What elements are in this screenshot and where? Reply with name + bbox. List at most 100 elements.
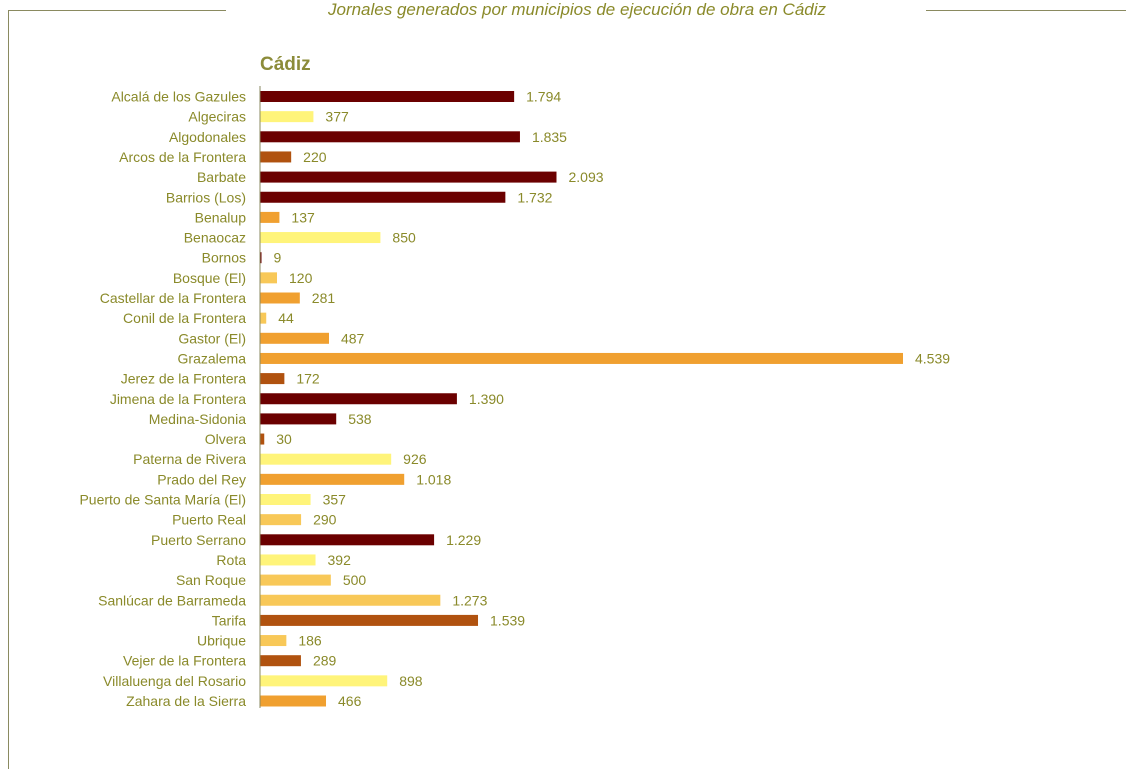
category-label: Tarifa: [212, 612, 246, 628]
category-label: Rota: [216, 552, 246, 568]
value-label: 120: [289, 270, 313, 286]
category-label: Benaocaz: [184, 230, 246, 246]
value-label: 4.539: [915, 350, 950, 366]
category-label: Prado del Rey: [157, 471, 246, 487]
category-label: Grazalema: [178, 350, 247, 366]
category-label: Olvera: [205, 431, 246, 447]
category-label: Algodonales: [169, 129, 246, 145]
bar: [260, 232, 381, 244]
value-label: 137: [291, 209, 315, 225]
bar: [260, 473, 405, 485]
value-label: 1.273: [452, 592, 487, 608]
category-label: Barbate: [197, 169, 246, 185]
category-label: Puerto Real: [172, 512, 246, 528]
bar: [260, 635, 287, 647]
category-label: Jerez de la Frontera: [121, 371, 246, 387]
value-label: 220: [303, 149, 327, 165]
figure-title: Jornales generados por municipios de eje…: [327, 0, 827, 19]
bar: [260, 332, 329, 344]
bar: [260, 574, 331, 586]
value-label: 357: [323, 492, 347, 508]
bar: [260, 554, 316, 566]
category-label: Bosque (El): [173, 270, 246, 286]
category-labels: Alcalá de los Gazules Algeciras Algodonale…: [79, 89, 246, 710]
category-label: Alcalá de los Gazules: [111, 89, 246, 105]
category-label: Bornos: [202, 250, 246, 266]
value-label: 1.835: [532, 129, 567, 145]
bars-group: [260, 91, 903, 707]
category-label: Castellar de la Frontera: [100, 290, 247, 306]
category-label: Puerto Serrano: [151, 532, 246, 548]
bar: [260, 433, 265, 445]
value-label: 30: [276, 431, 292, 447]
value-label: 1.018: [416, 471, 451, 487]
value-label: 9: [274, 250, 282, 266]
value-label: 2.093: [569, 169, 604, 185]
category-label: Algeciras: [188, 109, 246, 125]
value-label: 44: [278, 310, 294, 326]
bar: [260, 191, 506, 203]
category-label: Vejer de la Frontera: [123, 653, 246, 669]
bar: [260, 695, 327, 707]
value-label: 377: [325, 109, 349, 125]
value-label: 538: [348, 411, 372, 427]
category-label: Villaluenga del Rosario: [103, 673, 246, 689]
value-label: 392: [328, 552, 352, 568]
value-label: 172: [296, 371, 320, 387]
bar: [260, 91, 515, 102]
category-label: Zahara de la Sierra: [126, 693, 246, 709]
category-label: Gastor (El): [178, 330, 246, 346]
bar: [260, 373, 285, 385]
value-labels: 1.794 377 1.835 220 2.093 1.732 137 850 9 120 281 4…: [274, 89, 951, 710]
bar: [260, 655, 301, 667]
frame-top-border-left: [8, 10, 226, 11]
category-label: Jimena de la Frontera: [110, 391, 246, 407]
bar: [260, 151, 292, 163]
category-label: Barrios (Los): [166, 189, 246, 205]
value-label: 926: [403, 451, 427, 467]
bar: [260, 413, 337, 425]
bar: [260, 393, 457, 405]
category-label: San Roque: [176, 572, 246, 588]
category-label: Medina-Sidonia: [149, 411, 246, 427]
value-label: 1.390: [469, 391, 504, 407]
category-label: Paterna de Rivera: [133, 451, 246, 467]
bar: [260, 252, 262, 264]
frame-top-border-right: [926, 10, 1126, 11]
value-label: 487: [341, 330, 365, 346]
value-label: 290: [313, 512, 337, 528]
chart-title: Cádiz: [260, 54, 311, 75]
value-label: 1.732: [517, 189, 552, 205]
value-label: 850: [392, 230, 416, 246]
bar: [260, 675, 388, 687]
bar: [260, 211, 280, 223]
bar: [260, 171, 557, 183]
value-label: 500: [343, 572, 367, 588]
value-label: 1.794: [526, 89, 561, 105]
category-label: Ubrique: [197, 633, 246, 649]
category-label: Arcos de la Frontera: [119, 149, 246, 165]
bar: [260, 594, 441, 606]
frame-left-border: [8, 10, 9, 769]
value-label: 281: [312, 290, 336, 306]
bar: [260, 111, 314, 123]
category-label: Conil de la Frontera: [123, 310, 246, 326]
bar: [260, 514, 302, 526]
bar: [260, 534, 435, 546]
category-label: Benalup: [195, 209, 247, 225]
bar: [260, 272, 277, 284]
value-label: 186: [298, 633, 322, 649]
bar: [260, 494, 311, 505]
value-label: 1.229: [446, 532, 481, 548]
category-label: Puerto de Santa María (El): [79, 492, 246, 508]
value-label: 289: [313, 653, 337, 669]
category-label: Sanlúcar de Barrameda: [98, 592, 246, 608]
value-label: 898: [399, 673, 423, 689]
bar: [260, 614, 479, 626]
value-label: 466: [338, 693, 362, 709]
bar: [260, 312, 267, 324]
value-label: 1.539: [490, 612, 525, 628]
bar: [260, 453, 392, 465]
bar: [260, 292, 300, 304]
